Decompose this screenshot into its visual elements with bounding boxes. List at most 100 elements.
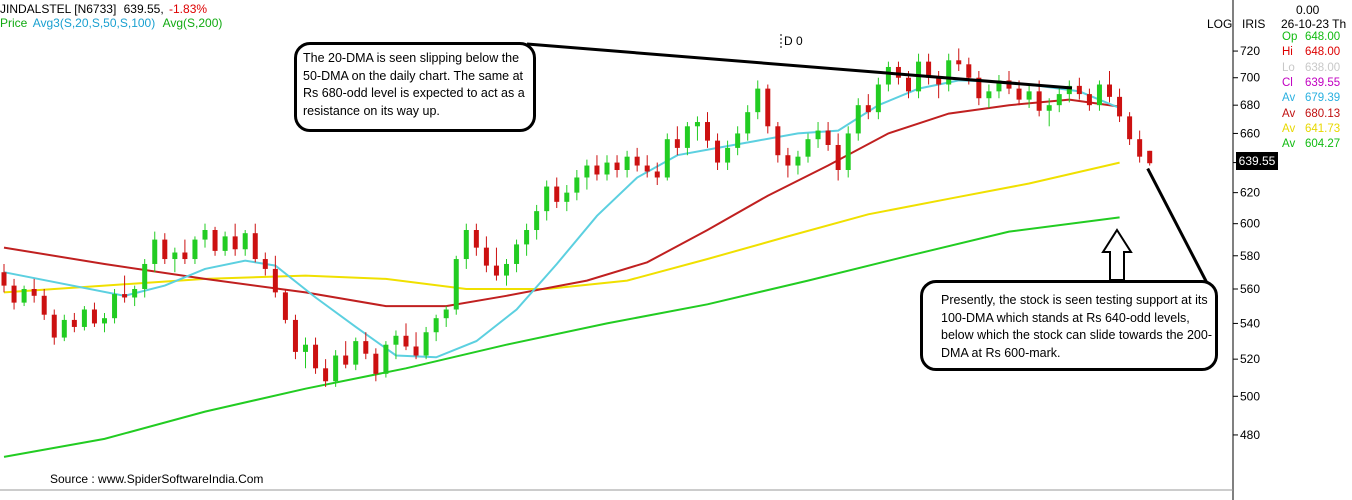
candle-body xyxy=(1086,94,1092,106)
candle-body xyxy=(926,61,932,78)
readout-row: Cl 639.55 xyxy=(1282,77,1348,89)
candle-body xyxy=(715,140,721,163)
candle-body xyxy=(554,186,560,202)
candle-body xyxy=(262,259,268,269)
candle-body xyxy=(524,230,530,245)
dma100-line xyxy=(3,161,1120,294)
readout-value: 680.13 xyxy=(1305,107,1341,120)
candle-body xyxy=(61,319,67,338)
log-toggle[interactable]: LOG xyxy=(1207,17,1233,31)
candle-body xyxy=(132,288,138,298)
y-tick-label: 720 xyxy=(1240,44,1260,58)
candle-body xyxy=(895,66,901,78)
candle-body xyxy=(775,126,781,156)
candle-body xyxy=(313,344,319,369)
candle-body xyxy=(996,80,1002,92)
candle-body xyxy=(21,288,27,303)
readout-date-value: 26-10-23 xyxy=(1281,17,1330,31)
annotation-bottom: Presently, the stock is seen testing sup… xyxy=(920,280,1218,371)
candle-body xyxy=(694,122,700,127)
candle-body xyxy=(654,171,660,178)
readout-row: Av 641.73 xyxy=(1282,123,1348,135)
dma20-line xyxy=(3,79,1120,359)
y-tick-label: 560 xyxy=(1240,282,1260,296)
dma200-line xyxy=(3,216,1120,458)
readout-value: 638.00 xyxy=(1305,61,1341,74)
candle-body xyxy=(805,139,811,157)
candle-body xyxy=(684,126,690,148)
candle-body xyxy=(594,165,600,175)
candle-body xyxy=(644,165,650,172)
y-tick-label: 580 xyxy=(1240,249,1260,263)
candle-body xyxy=(855,105,861,134)
chart-header: JINDALSTEL [N6733] 639.55, -1.83% xyxy=(0,2,207,16)
readout-value: 604.27 xyxy=(1305,138,1341,151)
candle-body xyxy=(1076,85,1082,95)
candle-body xyxy=(1137,139,1143,157)
candle-body xyxy=(735,133,741,148)
up-arrow-icon xyxy=(1101,228,1133,281)
y-tick-label: 680 xyxy=(1240,98,1260,112)
y-tick-label: 500 xyxy=(1240,389,1260,403)
candle-body xyxy=(845,133,851,170)
candle-body xyxy=(785,155,791,166)
candle-body xyxy=(51,314,57,338)
candle-body xyxy=(202,230,208,240)
top-pointer-line xyxy=(526,42,1073,90)
bottom-pointer-line xyxy=(1146,167,1209,284)
candle-body xyxy=(1147,150,1153,164)
candle-body xyxy=(986,91,992,99)
candle-body xyxy=(865,105,871,113)
candle-body xyxy=(292,319,298,352)
dma50-line xyxy=(3,98,1120,308)
readout-key: Av xyxy=(1282,92,1296,105)
candle-body xyxy=(674,139,680,148)
candle-body xyxy=(152,239,158,264)
candle-body xyxy=(383,344,389,374)
candle-body xyxy=(504,263,509,276)
candle-body xyxy=(172,252,178,260)
candle-body xyxy=(142,263,148,289)
candle-body xyxy=(473,230,479,248)
y-tick-label: 620 xyxy=(1240,186,1260,200)
readout-row: Av 680.13 xyxy=(1282,108,1348,120)
readout-row: Op 648.00 xyxy=(1282,31,1348,43)
day-marker-label: D 0 xyxy=(784,34,803,48)
readout-value: 639.55 xyxy=(1305,76,1341,89)
readout-row: Av 679.39 xyxy=(1282,92,1348,104)
candle-body xyxy=(514,244,520,264)
candle-body xyxy=(102,318,107,324)
price-axis: 480500520540560580600620640660680700720 xyxy=(0,0,1260,500)
candle-body xyxy=(212,230,218,251)
candle-body xyxy=(232,236,238,250)
candle-body xyxy=(765,88,771,127)
readout-value: 648.00 xyxy=(1305,46,1341,59)
candle-body xyxy=(112,294,118,319)
readout-key: Av xyxy=(1282,138,1296,151)
candle-body xyxy=(534,211,540,231)
readout-value: 641.73 xyxy=(1305,122,1341,135)
candle-body xyxy=(192,239,198,260)
annotation-top: The 20-DMA is seen slipping below the 50… xyxy=(294,42,536,132)
candle-body xyxy=(1117,96,1123,117)
candle-body xyxy=(564,192,570,202)
candle-body xyxy=(815,130,821,140)
candle-body xyxy=(1046,105,1052,111)
y-tick-label: 660 xyxy=(1240,126,1260,140)
candle-body xyxy=(725,147,731,163)
candle-body xyxy=(333,355,339,382)
candle-body xyxy=(433,318,439,333)
candle-body xyxy=(463,230,469,260)
candle-body xyxy=(272,268,278,293)
legend-avg3: Avg3(S,20,S,50,S,100) xyxy=(32,16,156,30)
candle-body xyxy=(453,259,459,310)
legend-avg200: Avg(S,200) xyxy=(162,16,223,30)
candle-body xyxy=(493,265,499,276)
candle-body xyxy=(936,77,942,85)
y-tick-label: 700 xyxy=(1240,71,1260,85)
candle-body xyxy=(1107,84,1112,97)
candle-body xyxy=(443,309,449,319)
candle-body xyxy=(81,309,87,327)
candle-body xyxy=(242,233,248,250)
